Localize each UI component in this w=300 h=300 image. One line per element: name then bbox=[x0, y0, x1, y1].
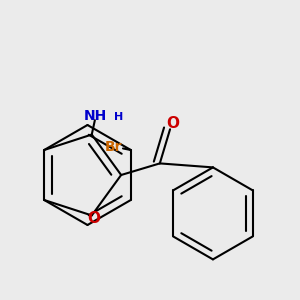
Text: O: O bbox=[87, 211, 100, 226]
Text: Br: Br bbox=[105, 140, 122, 154]
Text: O: O bbox=[167, 116, 180, 130]
Text: NH: NH bbox=[83, 109, 106, 123]
Text: H: H bbox=[114, 112, 123, 122]
